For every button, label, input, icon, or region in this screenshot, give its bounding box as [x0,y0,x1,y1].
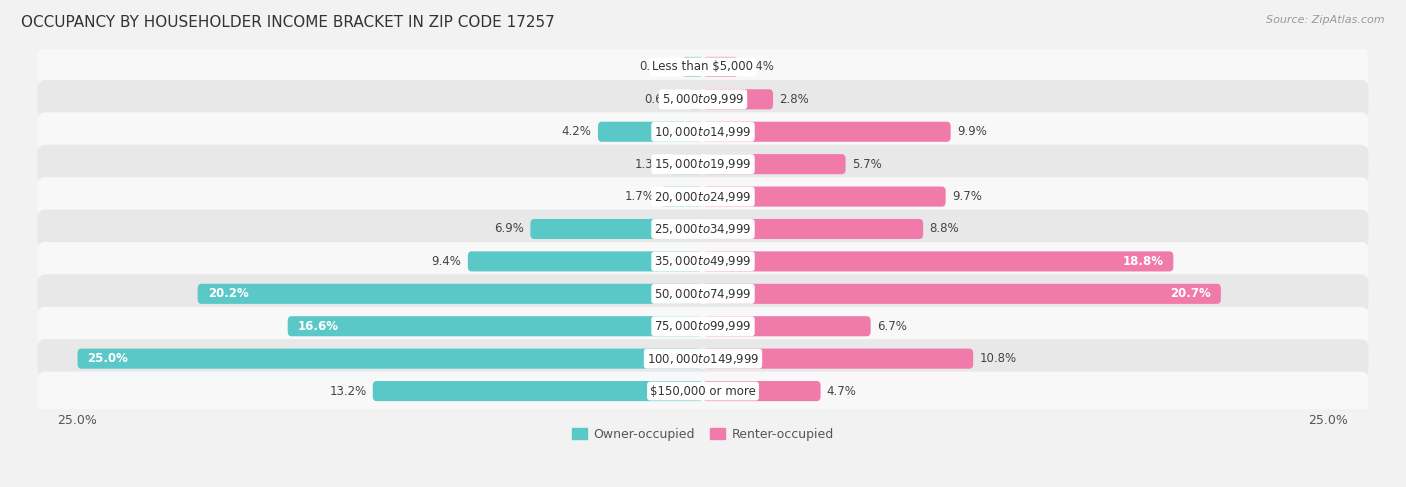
FancyBboxPatch shape [38,339,1368,378]
FancyBboxPatch shape [703,251,1174,271]
FancyBboxPatch shape [703,284,1220,304]
Text: 1.7%: 1.7% [624,190,654,203]
Text: 9.4%: 9.4% [432,255,461,268]
FancyBboxPatch shape [598,122,703,142]
Text: Less than $5,000: Less than $5,000 [652,60,754,74]
FancyBboxPatch shape [198,284,703,304]
Text: $35,000 to $49,999: $35,000 to $49,999 [654,254,752,268]
FancyBboxPatch shape [373,381,703,401]
FancyBboxPatch shape [661,187,703,206]
FancyBboxPatch shape [703,349,973,369]
FancyBboxPatch shape [671,154,703,174]
FancyBboxPatch shape [77,349,703,369]
FancyBboxPatch shape [38,80,1368,119]
Text: 25.0%: 25.0% [1309,414,1348,427]
Legend: Owner-occupied, Renter-occupied: Owner-occupied, Renter-occupied [568,423,838,446]
FancyBboxPatch shape [703,316,870,337]
Text: 13.2%: 13.2% [329,385,367,397]
FancyBboxPatch shape [703,57,738,77]
FancyBboxPatch shape [703,154,845,174]
Text: 25.0%: 25.0% [58,414,97,427]
FancyBboxPatch shape [38,112,1368,151]
Text: 10.8%: 10.8% [980,352,1017,365]
Text: 4.2%: 4.2% [562,125,592,138]
Text: 1.4%: 1.4% [744,60,775,74]
Text: 9.9%: 9.9% [957,125,987,138]
FancyBboxPatch shape [38,177,1368,216]
Text: 9.7%: 9.7% [952,190,981,203]
FancyBboxPatch shape [288,316,703,337]
FancyBboxPatch shape [38,145,1368,184]
Text: 0.61%: 0.61% [644,93,682,106]
Text: Source: ZipAtlas.com: Source: ZipAtlas.com [1267,15,1385,25]
Text: $5,000 to $9,999: $5,000 to $9,999 [662,93,744,106]
FancyBboxPatch shape [703,89,773,110]
Text: $10,000 to $14,999: $10,000 to $14,999 [654,125,752,139]
FancyBboxPatch shape [530,219,703,239]
Text: 5.7%: 5.7% [852,158,882,170]
Text: 20.7%: 20.7% [1170,287,1211,300]
FancyBboxPatch shape [38,372,1368,411]
Text: $15,000 to $19,999: $15,000 to $19,999 [654,157,752,171]
Text: 1.3%: 1.3% [634,158,664,170]
Text: 6.9%: 6.9% [495,223,524,236]
FancyBboxPatch shape [703,381,821,401]
FancyBboxPatch shape [468,251,703,271]
Text: 25.0%: 25.0% [87,352,128,365]
FancyBboxPatch shape [38,307,1368,346]
FancyBboxPatch shape [38,274,1368,313]
FancyBboxPatch shape [703,122,950,142]
Text: 16.6%: 16.6% [298,320,339,333]
Text: 6.7%: 6.7% [877,320,907,333]
Text: $20,000 to $24,999: $20,000 to $24,999 [654,189,752,204]
Text: 0.83%: 0.83% [638,60,676,74]
FancyBboxPatch shape [38,209,1368,248]
Text: $75,000 to $99,999: $75,000 to $99,999 [654,319,752,333]
Text: $25,000 to $34,999: $25,000 to $34,999 [654,222,752,236]
Text: $50,000 to $74,999: $50,000 to $74,999 [654,287,752,301]
FancyBboxPatch shape [38,47,1368,86]
FancyBboxPatch shape [703,219,924,239]
FancyBboxPatch shape [682,57,703,77]
FancyBboxPatch shape [703,187,946,206]
Text: 2.8%: 2.8% [779,93,808,106]
Text: $100,000 to $149,999: $100,000 to $149,999 [647,352,759,366]
FancyBboxPatch shape [38,242,1368,281]
Text: $150,000 or more: $150,000 or more [650,385,756,397]
Text: 20.2%: 20.2% [208,287,249,300]
Text: 18.8%: 18.8% [1122,255,1163,268]
Text: 4.7%: 4.7% [827,385,856,397]
Text: 8.8%: 8.8% [929,223,959,236]
FancyBboxPatch shape [688,89,703,110]
Text: OCCUPANCY BY HOUSEHOLDER INCOME BRACKET IN ZIP CODE 17257: OCCUPANCY BY HOUSEHOLDER INCOME BRACKET … [21,15,555,30]
